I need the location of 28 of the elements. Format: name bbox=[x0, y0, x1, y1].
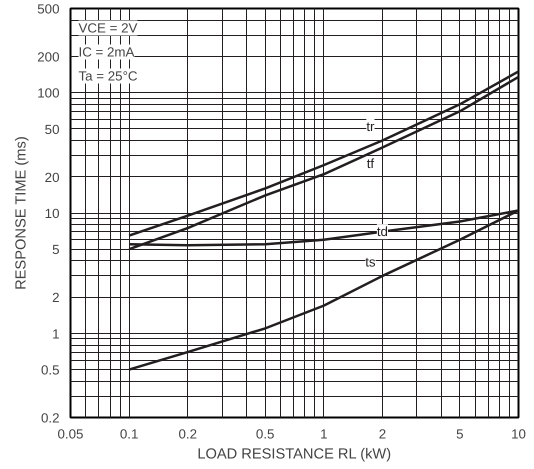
y-tick-label: 1 bbox=[52, 326, 60, 342]
y-axis-title: RESPONSE TIME (ms) bbox=[13, 136, 30, 290]
y-tick-label: 20 bbox=[44, 170, 60, 185]
x-tick-label: 0.5 bbox=[256, 426, 274, 442]
annotation: VCE = 2V bbox=[78, 20, 138, 36]
y-tick-label: 10 bbox=[44, 206, 60, 221]
x-axis-title: LOAD RESISTANCE RL (kW) bbox=[197, 446, 392, 462]
x-tick-label: 1 bbox=[320, 426, 328, 442]
series-label: td bbox=[376, 224, 388, 240]
series-label: tr bbox=[366, 119, 376, 134]
series-label: ts bbox=[365, 254, 376, 270]
y-tick-label: 500 bbox=[37, 2, 60, 16]
y-tick-label: 0.2 bbox=[40, 410, 60, 426]
annotation: IC = 2mA bbox=[78, 44, 135, 60]
x-tick-label: 0.1 bbox=[120, 426, 138, 442]
x-tick-label: 5 bbox=[456, 426, 464, 442]
y-tick-label: 2 bbox=[52, 290, 60, 306]
y-tick-label: 5 bbox=[52, 242, 60, 258]
x-tick-label: 2 bbox=[378, 426, 386, 442]
annotation: Ta = 25°C bbox=[78, 68, 138, 84]
y-tick-label: 0.5 bbox=[40, 362, 60, 378]
x-tick-label: 0.2 bbox=[178, 426, 197, 442]
x-tick-label: 0.05 bbox=[58, 426, 84, 442]
x-tick-label: 10 bbox=[511, 426, 526, 442]
y-tick-label: 200 bbox=[37, 49, 60, 64]
y-tick-label: 100 bbox=[37, 86, 60, 101]
series-label: tf bbox=[366, 156, 374, 172]
y-tick-label: 50 bbox=[44, 122, 60, 137]
